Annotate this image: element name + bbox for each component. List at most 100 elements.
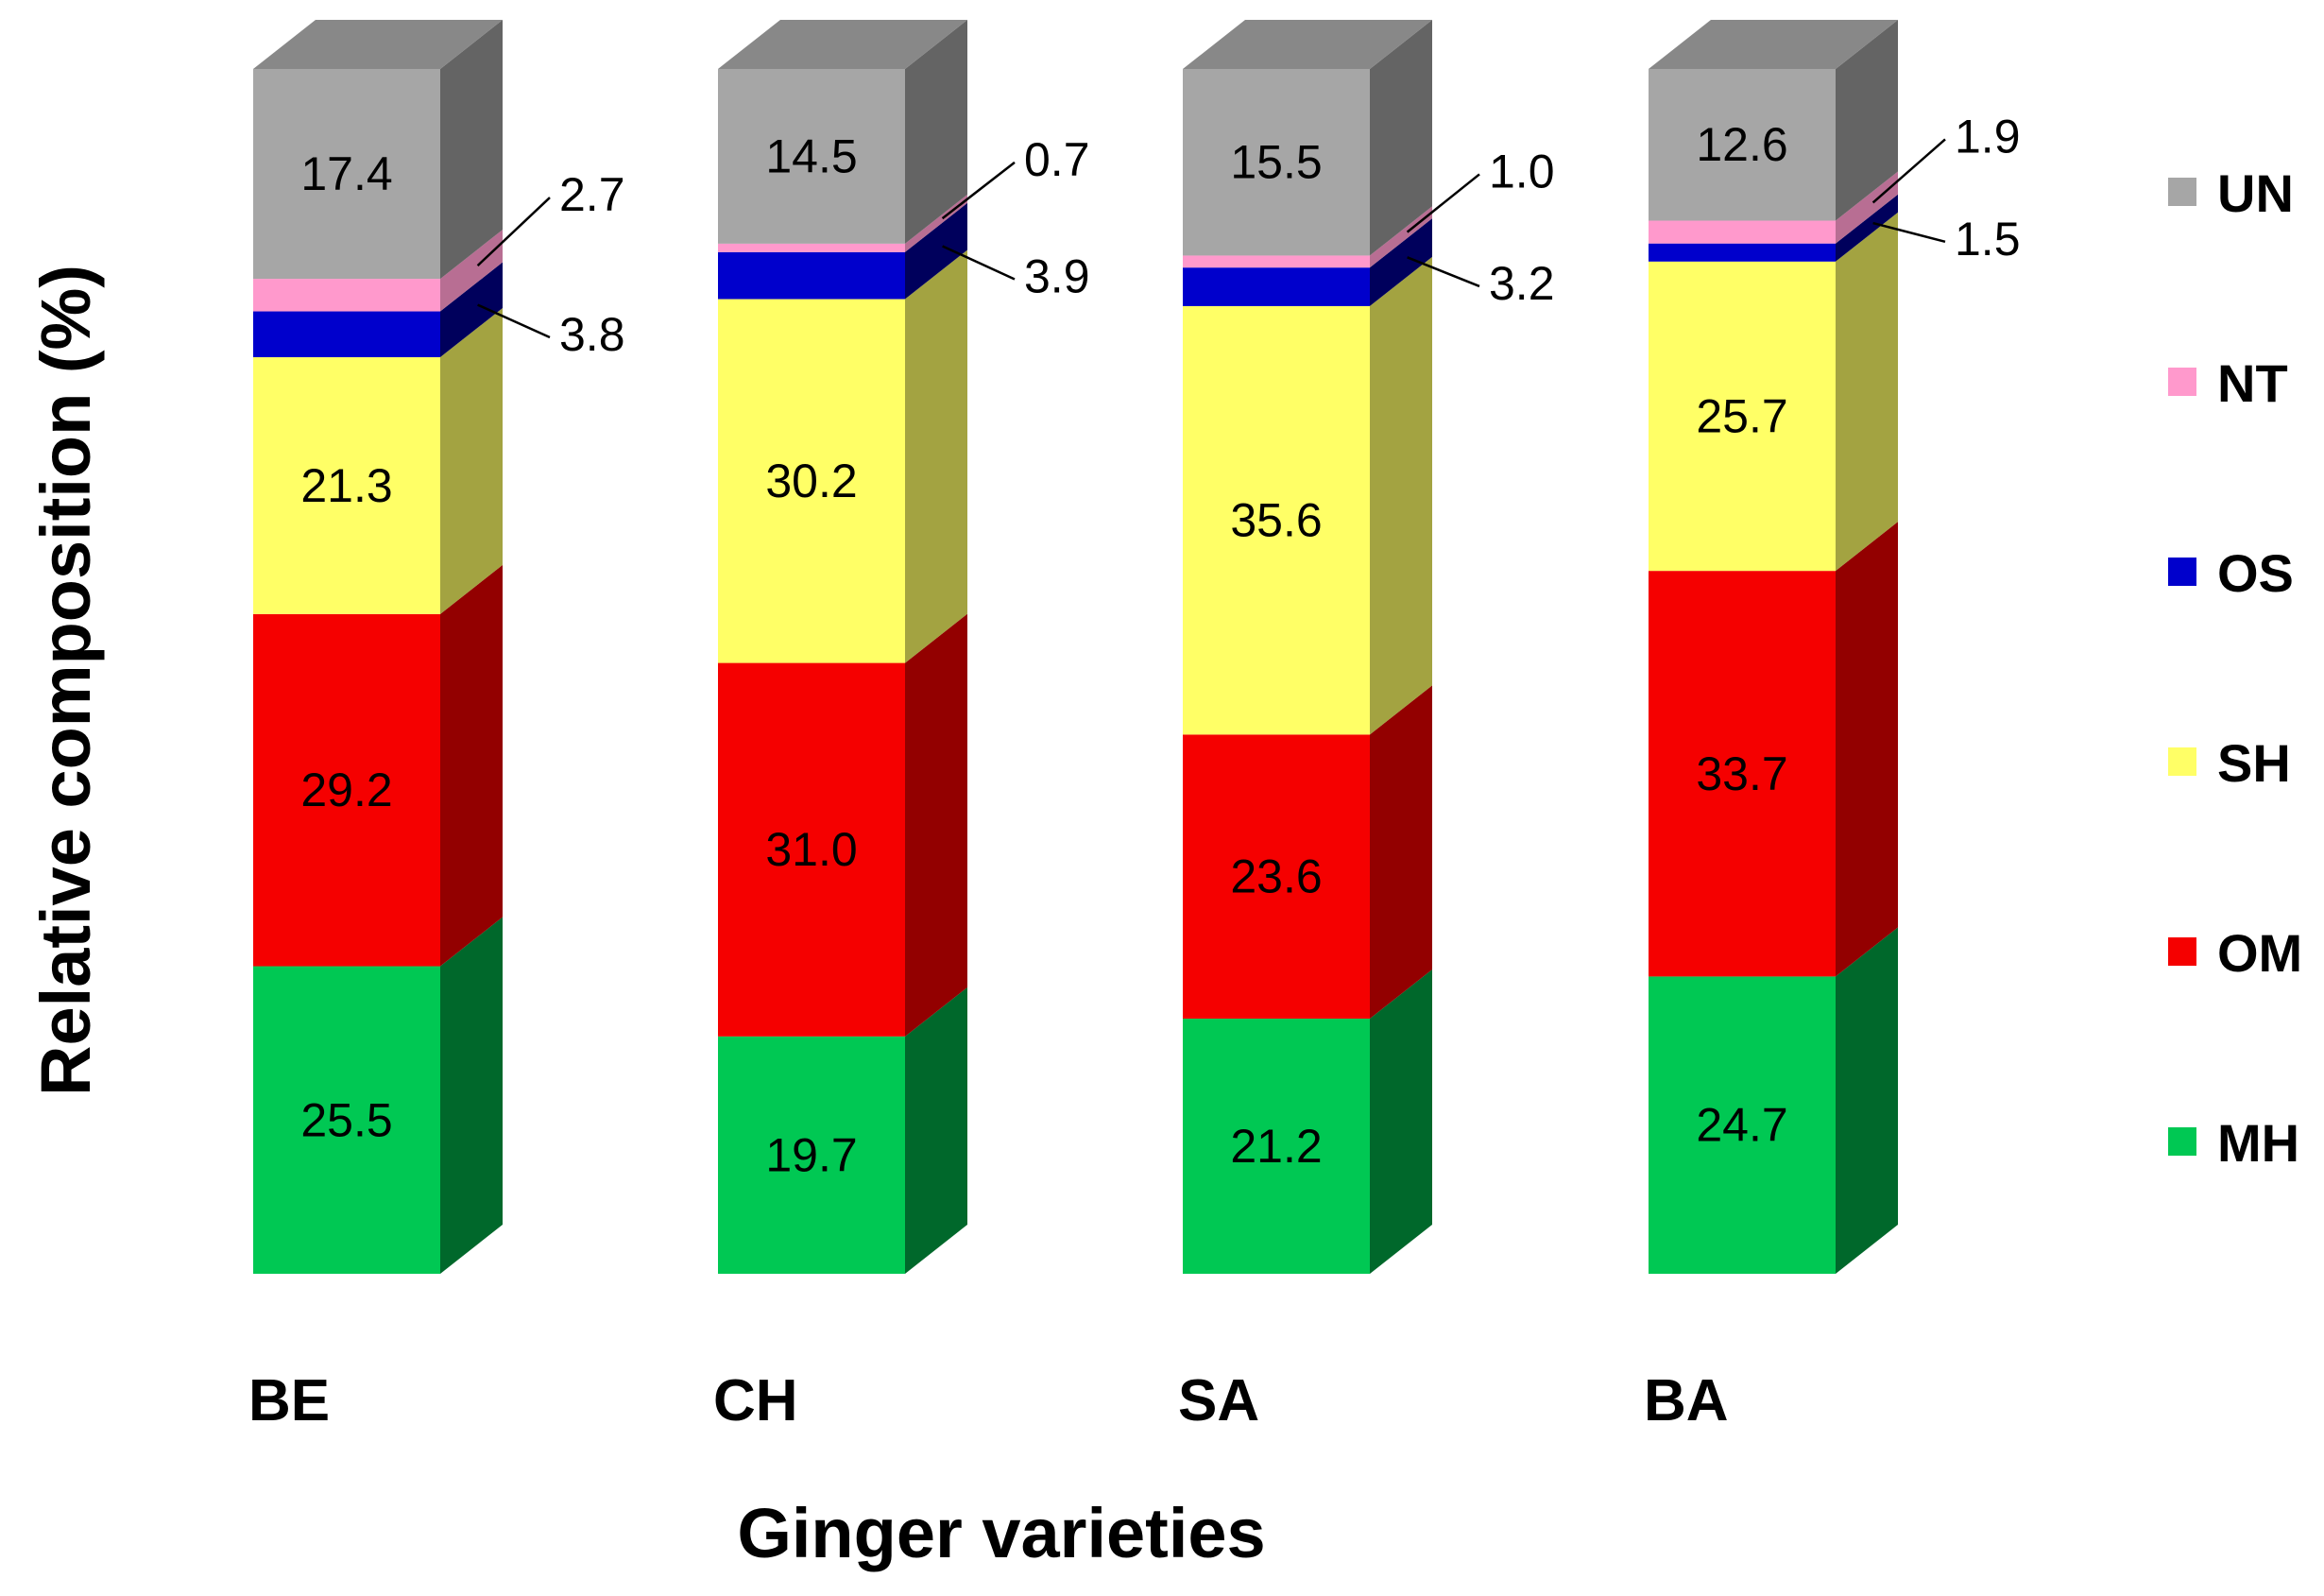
bar-side-ba-un [1836,20,1898,221]
legend-swatch-om [2168,937,2196,966]
value-label-ch-mh: 19.7 [765,1128,857,1181]
value-label-sa-os: 3.2 [1489,257,1555,310]
bar-side-ch-un [905,20,967,244]
leader-line-ch-os [942,245,1016,281]
value-label-ba-nt: 1.9 [1955,110,2021,163]
bar-sa-un [1183,69,1370,256]
bar-side-ba-mh [1836,927,1898,1274]
bar-sa-sh [1183,305,1370,735]
legend: UN NT OS SH OM MH [2168,163,2302,1173]
value-label-ch-om: 31.0 [765,823,857,876]
x-axis-title: Ginger varieties [737,1494,1265,1572]
value-label-sa-nt: 1.0 [1489,145,1555,197]
bar-ch-sh [718,299,905,663]
bar-side-be-om [440,564,503,967]
bar-sa-nt [1183,255,1370,268]
bar-be-sh [253,357,440,614]
bar-be-om [253,613,440,967]
category-label-ba: BA [1644,1368,1729,1433]
leader-line-sa-nt [1406,173,1480,233]
value-label-be-om: 29.2 [300,764,392,816]
bar-ba-sh [1649,261,1836,572]
bar-ch-os [718,251,905,300]
value-labels-group: 25.5 29.2 21.3 3.8 2.7 17.4 19.7 31.0 30.2 3.9 0.7… [300,110,2020,1181]
value-label-ba-os: 1.5 [1955,213,2021,266]
value-label-ba-un: 12.6 [1696,118,1787,171]
legend-label-mh: MH [2217,1113,2299,1173]
bar-side-sa-un [1370,20,1432,256]
value-label-ch-nt: 0.7 [1024,133,1090,186]
value-label-be-mh: 25.5 [300,1093,392,1146]
bar-top-sa [1183,20,1432,69]
bar-side-ba-om [1836,522,1898,977]
bar-side-be-sh [440,308,503,614]
value-label-sa-un: 15.5 [1230,136,1322,189]
bar-ba-om [1649,571,1836,977]
legend-swatch-un [2168,178,2196,206]
legend-label-sh: SH [2217,733,2291,793]
value-label-sa-mh: 21.2 [1230,1120,1322,1173]
value-label-ba-mh: 24.7 [1696,1099,1787,1152]
legend-swatch-os [2168,558,2196,586]
bar-side-ba-sh [1836,212,1898,572]
leader-line-be-nt [476,197,551,267]
bar-side-ch-sh [905,249,967,663]
bar-side-ch-mh [905,987,967,1274]
category-label-sa: SA [1178,1368,1259,1433]
bar-be-mh [253,966,440,1274]
bar-side-be-un [440,20,503,280]
leader-line-ch-nt [941,161,1016,220]
bars-group [253,20,1898,1274]
bar-top-ch [718,20,967,69]
bar-side-ch-os [905,202,967,300]
bar-side-ch-nt [905,194,967,252]
value-label-ba-om: 33.7 [1696,747,1787,800]
value-label-ch-un: 14.5 [765,129,857,182]
bar-sa-om [1183,734,1370,1019]
bar-side-ba-nt [1836,171,1898,244]
bar-side-ch-om [905,613,967,1037]
y-axis-title: Relative composition (%) [26,265,105,1096]
bar-ba-os [1649,243,1836,262]
bar-side-sa-os [1370,218,1432,306]
value-label-sa-sh: 35.6 [1230,494,1322,547]
bar-top-ba [1649,20,1898,69]
legend-label-nt: NT [2217,353,2288,413]
value-label-sa-om: 23.6 [1230,850,1322,903]
bar-be-un [253,69,440,280]
value-label-be-os: 3.8 [559,308,625,361]
leader-line-ba-nt [1871,138,1946,204]
bar-ch-nt [718,243,905,252]
bar-side-sa-mh [1370,969,1432,1274]
value-label-ba-sh: 25.7 [1696,389,1787,442]
value-label-ch-sh: 30.2 [765,455,857,507]
value-label-be-nt: 2.7 [559,168,625,221]
category-label-be: BE [248,1368,330,1433]
bar-ba-mh [1649,976,1836,1274]
bar-be-nt [253,279,440,312]
bar-ch-un [718,69,905,244]
value-label-be-un: 17.4 [300,147,392,200]
leader-line-sa-os [1407,256,1480,288]
value-label-be-sh: 21.3 [300,459,392,512]
legend-label-os: OS [2217,543,2294,603]
category-labels-group: BE CH SA BA [248,1368,1729,1433]
bar-side-sa-sh [1370,256,1432,735]
bar-ba-nt [1649,220,1836,244]
legend-swatch-mh [2168,1127,2196,1156]
leader-line-be-os [477,303,551,339]
bar-sa-mh [1183,1018,1370,1274]
bar-side-sa-nt [1370,206,1432,268]
legend-swatch-sh [2168,747,2196,776]
bar-side-be-os [440,262,503,358]
bar-side-be-mh [440,917,503,1274]
bar-side-sa-om [1370,685,1432,1019]
bar-ch-om [718,662,905,1037]
legend-label-om: OM [2217,923,2302,983]
bar-side-be-nt [440,230,503,312]
category-label-ch: CH [713,1368,798,1433]
bar-top-be [253,20,503,69]
legend-label-un: UN [2217,163,2294,223]
bar-ch-mh [718,1036,905,1274]
